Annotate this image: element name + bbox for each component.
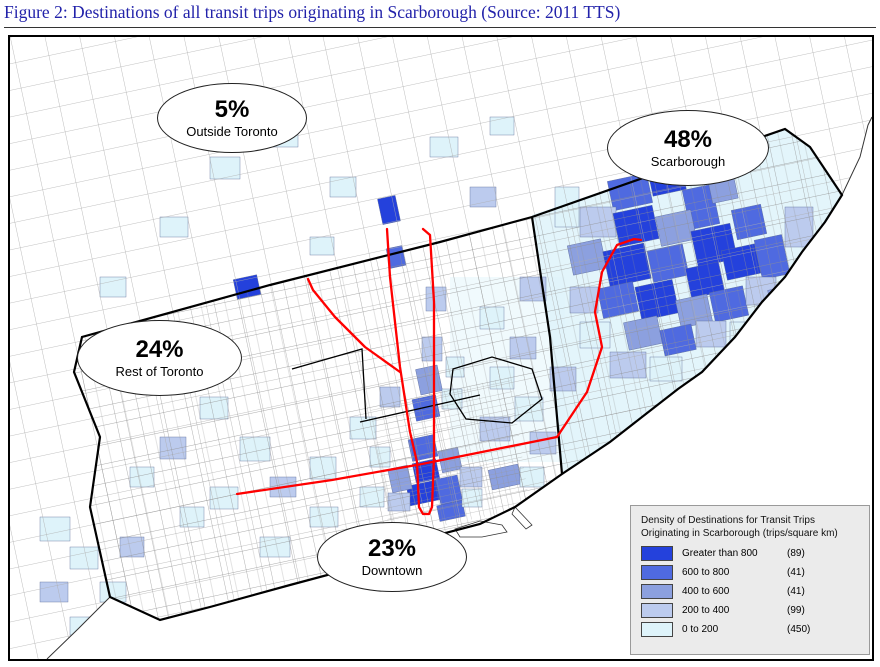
bloor-danforth-srt-line (235, 237, 643, 496)
callout-percent: 5% (214, 96, 250, 124)
leslie-spit (511, 506, 533, 530)
legend-item-count: (89) (787, 548, 805, 559)
spadina-branch-line (306, 277, 402, 374)
callout-outside-toronto: 5% Outside Toronto (157, 83, 307, 153)
callout-scarborough: 48% Scarborough (607, 110, 769, 186)
legend-item: 200 to 400 (99) (641, 603, 859, 618)
callout-label: Outside Toronto (186, 123, 278, 139)
map-figure: 5% Outside Toronto 48% Scarborough 24% R… (8, 35, 874, 661)
district-boundaries (291, 348, 543, 424)
legend-item-label: 0 to 200 (682, 624, 719, 635)
callout-percent: 24% (135, 336, 184, 364)
legend-swatch-0-200 (641, 622, 673, 637)
legend-item-count: (99) (787, 605, 805, 616)
callout-downtown: 23% Downtown (317, 522, 467, 592)
callout-rest-of-toronto: 24% Rest of Toronto (77, 320, 242, 396)
callout-label: Scarborough (650, 153, 726, 169)
legend-item-label: 400 to 600 (682, 586, 730, 597)
legend-item: 0 to 200 (450) (641, 622, 859, 637)
legend-item-label: 200 to 400 (682, 605, 730, 616)
callout-percent: 23% (367, 535, 417, 563)
legend-swatch-gt-800 (641, 546, 673, 561)
legend-item-count: (450) (787, 624, 811, 635)
yonge-university-line (385, 227, 436, 516)
legend-item: 600 to 800 (41) (641, 565, 859, 580)
legend-item-label: Greater than 800 (682, 548, 758, 559)
figure-caption: Figure 2: Destinations of all transit tr… (4, 2, 876, 28)
scarborough-boundary (530, 216, 564, 475)
callout-label: Rest of Toronto (115, 363, 204, 379)
legend-swatch-400-600 (641, 584, 673, 599)
legend-item: 400 to 600 (41) (641, 584, 859, 599)
legend-item-count: (41) (787, 586, 805, 597)
legend-item-label: 600 to 800 (682, 567, 730, 578)
callout-percent: 48% (663, 126, 713, 154)
legend-swatch-200-400 (641, 603, 673, 618)
map-legend: Density of Destinations for Transit Trip… (630, 505, 870, 655)
legend-swatch-600-800 (641, 565, 673, 580)
legend-title-line2: Originating in Scarborough (trips/square… (641, 528, 838, 539)
toronto-islands (454, 520, 508, 538)
callout-label: Downtown (361, 562, 423, 578)
legend-title-line1: Density of Destinations for Transit Trip… (641, 515, 815, 526)
legend-title: Density of Destinations for Transit Trip… (641, 514, 859, 540)
transit-route-lines (235, 227, 643, 516)
legend-item: Greater than 800 (89) (641, 546, 859, 561)
legend-item-count: (41) (787, 567, 805, 578)
